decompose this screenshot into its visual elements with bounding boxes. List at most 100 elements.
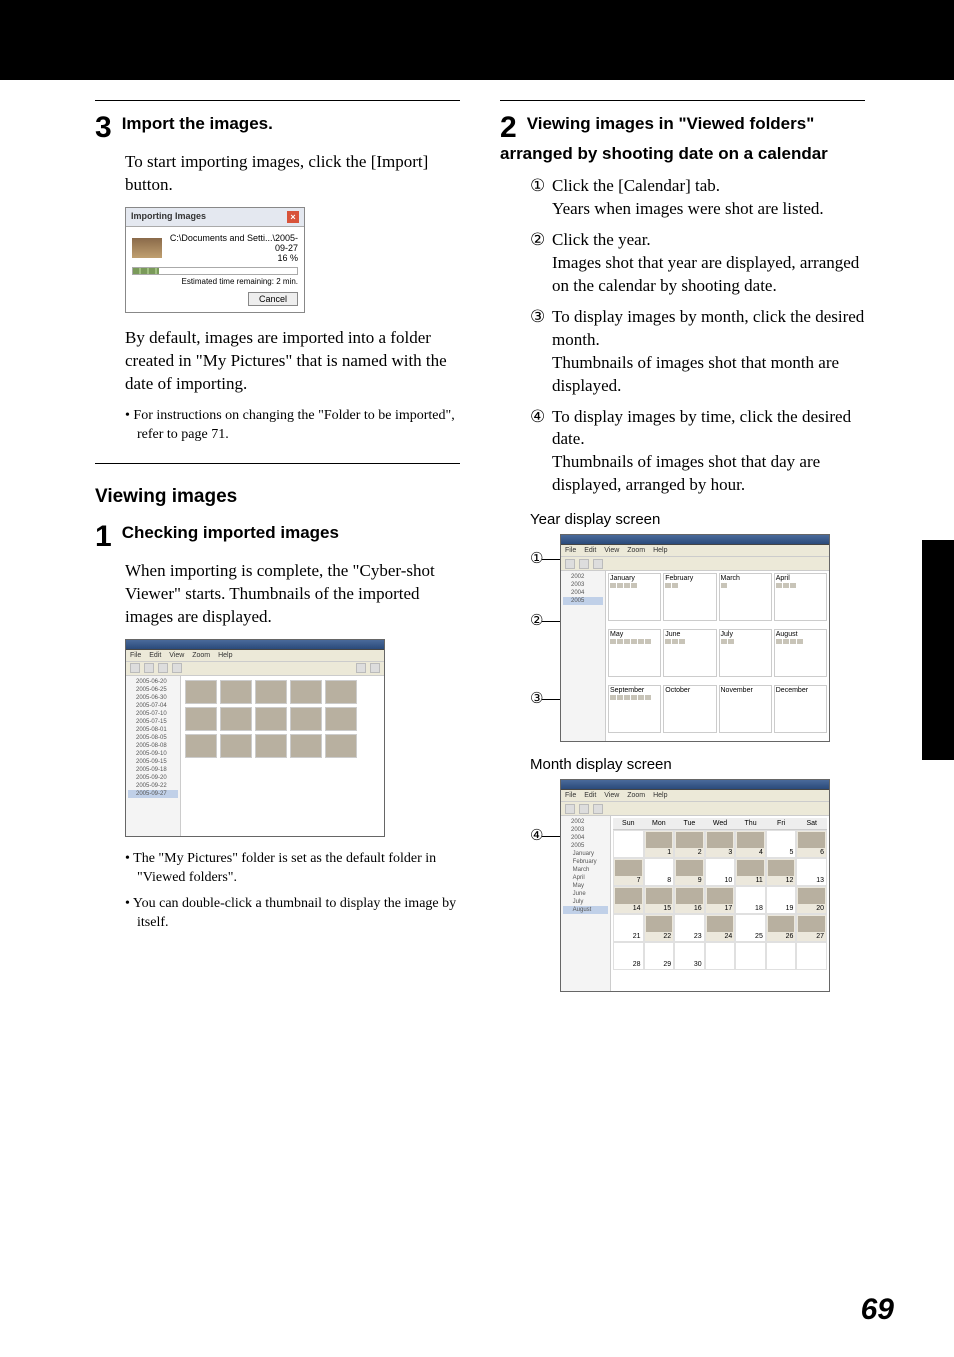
thumbnail[interactable] — [220, 707, 252, 731]
thumbnail[interactable] — [325, 680, 357, 704]
menu-item[interactable]: Help — [653, 547, 667, 554]
menu-item[interactable]: Zoom — [192, 652, 210, 659]
day-cell[interactable]: 18 — [735, 886, 766, 914]
thumbnail[interactable] — [185, 680, 217, 704]
day-cell[interactable]: 29 — [644, 942, 675, 970]
month-april[interactable]: April — [774, 573, 827, 621]
month-november[interactable]: November — [719, 685, 772, 733]
menu-item[interactable]: Edit — [584, 547, 596, 554]
menu-item[interactable]: Zoom — [627, 792, 645, 799]
month-may[interactable]: May — [608, 629, 661, 677]
month-september[interactable]: September — [608, 685, 661, 733]
day-cell[interactable] — [735, 942, 766, 970]
tool-icon[interactable] — [565, 804, 575, 814]
month-january[interactable]: January — [608, 573, 661, 621]
day-cell[interactable] — [766, 942, 797, 970]
day-cell[interactable]: 2 — [674, 830, 705, 858]
sidebar-item[interactable]: 2005-08-01 — [128, 726, 178, 734]
sidebar-item[interactable]: 2005-06-20 — [128, 678, 178, 686]
menu-item[interactable]: View — [169, 652, 184, 659]
sidebar-item[interactable]: 2004 — [563, 589, 603, 597]
menu-item[interactable]: View — [604, 547, 619, 554]
tool-icon[interactable] — [593, 559, 603, 569]
sidebar-item[interactable]: 2003 — [563, 581, 603, 589]
day-cell[interactable]: 24 — [705, 914, 736, 942]
thumbnail[interactable] — [255, 707, 287, 731]
day-cell[interactable]: 12 — [766, 858, 797, 886]
thumbnail[interactable] — [185, 707, 217, 731]
thumbnail[interactable] — [325, 707, 357, 731]
day-cell[interactable]: 30 — [674, 942, 705, 970]
menu-item[interactable]: View — [604, 792, 619, 799]
tool-icon[interactable] — [130, 663, 140, 673]
tool-icon[interactable] — [356, 663, 366, 673]
sidebar-item[interactable]: May — [563, 882, 608, 890]
day-cell[interactable]: 11 — [735, 858, 766, 886]
thumbnail[interactable] — [325, 734, 357, 758]
sidebar-item[interactable]: 2005-07-10 — [128, 710, 178, 718]
menu-item[interactable]: Edit — [584, 792, 596, 799]
thumbnail[interactable] — [220, 734, 252, 758]
day-cell[interactable] — [705, 942, 736, 970]
thumbnail[interactable] — [255, 680, 287, 704]
cancel-button[interactable]: Cancel — [248, 292, 298, 306]
menu-item[interactable]: File — [565, 792, 576, 799]
thumbnail[interactable] — [290, 734, 322, 758]
menu-item[interactable]: File — [130, 652, 141, 659]
tool-icon[interactable] — [579, 559, 589, 569]
close-icon[interactable]: × — [287, 211, 299, 223]
day-cell[interactable] — [613, 830, 644, 858]
day-cell[interactable]: 26 — [766, 914, 797, 942]
sidebar-item[interactable]: July — [563, 898, 608, 906]
thumbnail[interactable] — [255, 734, 287, 758]
day-cell[interactable]: 5 — [766, 830, 797, 858]
sidebar-item[interactable]: June — [563, 890, 608, 898]
month-june[interactable]: June — [663, 629, 716, 677]
day-cell[interactable]: 14 — [613, 886, 644, 914]
day-cell[interactable]: 28 — [613, 942, 644, 970]
day-cell[interactable]: 23 — [674, 914, 705, 942]
day-cell[interactable]: 9 — [674, 858, 705, 886]
tool-icon[interactable] — [565, 559, 575, 569]
sidebar-item[interactable]: 2005 — [563, 842, 608, 850]
day-cell[interactable]: 6 — [796, 830, 827, 858]
sidebar-item[interactable]: March — [563, 866, 608, 874]
sidebar-item[interactable]: 2003 — [563, 826, 608, 834]
day-cell[interactable]: 16 — [674, 886, 705, 914]
sidebar-item[interactable]: 2005 — [563, 597, 603, 605]
menu-item[interactable]: Help — [218, 652, 232, 659]
day-cell[interactable]: 15 — [644, 886, 675, 914]
sidebar-item[interactable]: 2004 — [563, 834, 608, 842]
thumbnail[interactable] — [290, 680, 322, 704]
sidebar-item[interactable]: 2005-06-30 — [128, 694, 178, 702]
sidebar-item[interactable]: 2002 — [563, 573, 603, 581]
day-cell[interactable]: 22 — [644, 914, 675, 942]
menu-item[interactable]: Help — [653, 792, 667, 799]
day-cell[interactable]: 21 — [613, 914, 644, 942]
day-cell[interactable]: 13 — [796, 858, 827, 886]
menu-item[interactable]: File — [565, 547, 576, 554]
tool-icon[interactable] — [579, 804, 589, 814]
menu-item[interactable]: Edit — [149, 652, 161, 659]
month-july[interactable]: July — [719, 629, 772, 677]
day-cell[interactable]: 1 — [644, 830, 675, 858]
sidebar-item[interactable]: January — [563, 850, 608, 858]
day-cell[interactable]: 4 — [735, 830, 766, 858]
sidebar-item[interactable]: 2005-09-10 — [128, 750, 178, 758]
day-cell[interactable]: 7 — [613, 858, 644, 886]
tool-icon[interactable] — [158, 663, 168, 673]
day-cell[interactable] — [796, 942, 827, 970]
sidebar-item[interactable]: 2005-09-20 — [128, 774, 178, 782]
tool-icon[interactable] — [172, 663, 182, 673]
day-cell[interactable]: 27 — [796, 914, 827, 942]
sidebar-item[interactable]: April — [563, 874, 608, 882]
menu-item[interactable]: Zoom — [627, 547, 645, 554]
sidebar-item[interactable]: 2005-06-25 — [128, 686, 178, 694]
sidebar-item[interactable]: 2005-07-04 — [128, 702, 178, 710]
sidebar-item[interactable]: February — [563, 858, 608, 866]
sidebar-item[interactable]: 2005-07-15 — [128, 718, 178, 726]
day-cell[interactable]: 3 — [705, 830, 736, 858]
month-october[interactable]: October — [663, 685, 716, 733]
sidebar-item[interactable]: 2005-08-08 — [128, 742, 178, 750]
day-cell[interactable]: 19 — [766, 886, 797, 914]
